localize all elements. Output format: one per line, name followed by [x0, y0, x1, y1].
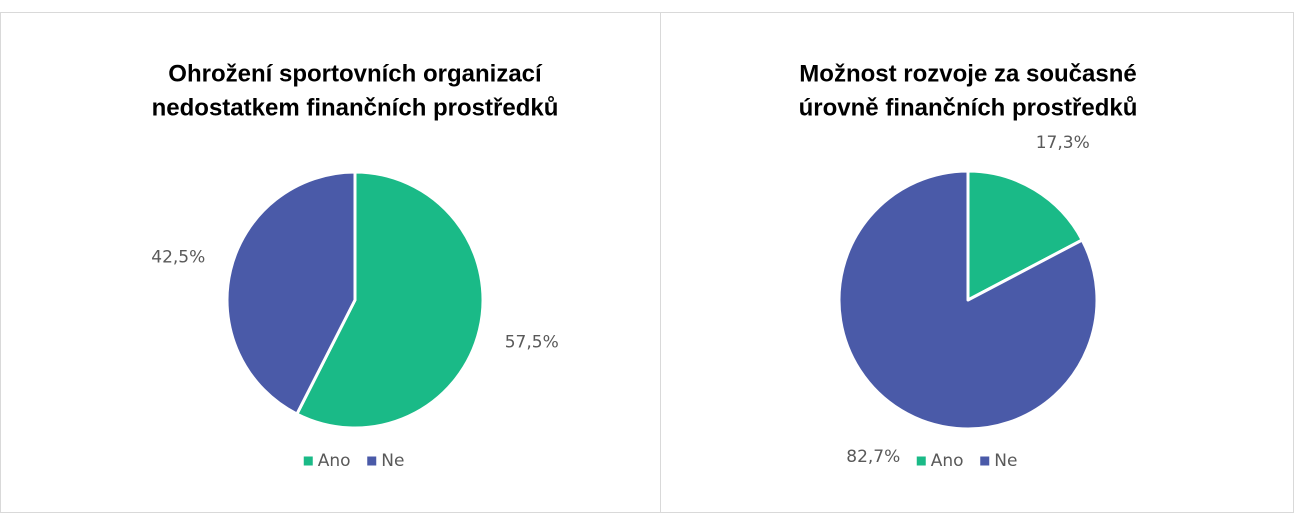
pie-slice — [225, 170, 357, 416]
legend-swatch — [303, 456, 313, 466]
legend-label: Ano — [931, 451, 964, 471]
chart-title: nedostatkem finančních prostředků — [152, 94, 559, 121]
legend-swatch — [980, 456, 990, 466]
chart-title: Možnost rozvoje za současné — [799, 60, 1136, 87]
pie-slice — [837, 169, 1099, 431]
data-label: 42,5% — [151, 248, 205, 268]
legend-swatch — [916, 456, 926, 466]
legend-label: Ano — [318, 451, 351, 471]
data-label: 17,3% — [1036, 133, 1090, 153]
data-label: 82,7% — [846, 447, 900, 467]
chart-title: úrovně finančních prostředků — [799, 94, 1138, 121]
data-label: 57,5% — [505, 332, 559, 352]
pie-slice — [295, 170, 485, 430]
legend-swatch — [367, 456, 377, 466]
legend-label: Ne — [994, 451, 1017, 471]
legend-label: Ne — [381, 451, 404, 471]
chart-title: Ohrožení sportovních organizací — [168, 60, 543, 87]
pie-slice — [966, 169, 1084, 302]
